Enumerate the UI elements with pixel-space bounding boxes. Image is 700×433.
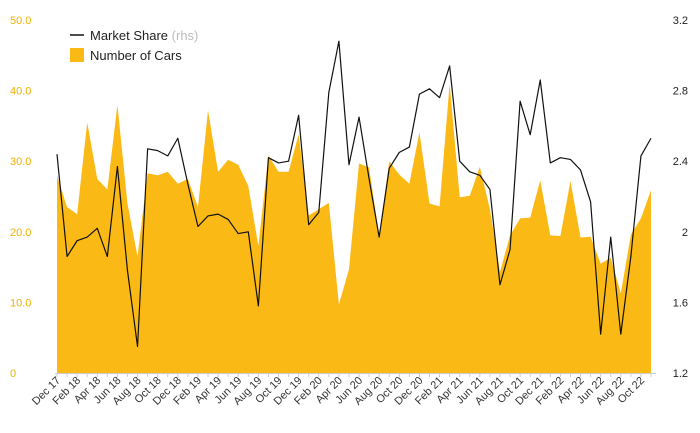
legend-label-market-share: Market Share (rhs) (90, 28, 198, 43)
legend-line-label: Market Share (90, 28, 168, 43)
line-series-layer (56, 40, 652, 348)
left-axis-tick-label: 40.0 (10, 86, 31, 98)
right-axis-tick-label: 3.2 (673, 15, 688, 27)
left-axis-tick-label: 50.0 (10, 15, 31, 27)
right-axis-tick-label: 1.6 (673, 297, 688, 309)
right-axis-tick-label: 2.8 (673, 86, 688, 98)
legend-line-suffix: (rhs) (172, 28, 199, 43)
left-axis-tick-label: 30.0 (10, 156, 31, 168)
left-axis-tick-label: 10.0 (10, 297, 31, 309)
legend-label-number-of-cars: Number of Cars (90, 48, 182, 63)
legend-area-swatch (70, 48, 84, 62)
legend: Market Share (rhs) Number of Cars (70, 28, 198, 63)
area-series-layer (57, 83, 651, 373)
right-axis-tick-label: 1.2 (673, 368, 688, 380)
left-axis-tick-label: 0 (10, 368, 16, 380)
area-number-of-cars (57, 83, 651, 373)
line-market-share (56, 40, 652, 348)
right-axis-tick-label: 2 (682, 227, 688, 239)
left-axis-tick-label: 20.0 (10, 227, 31, 239)
right-axis-tick-label: 2.4 (673, 156, 688, 168)
